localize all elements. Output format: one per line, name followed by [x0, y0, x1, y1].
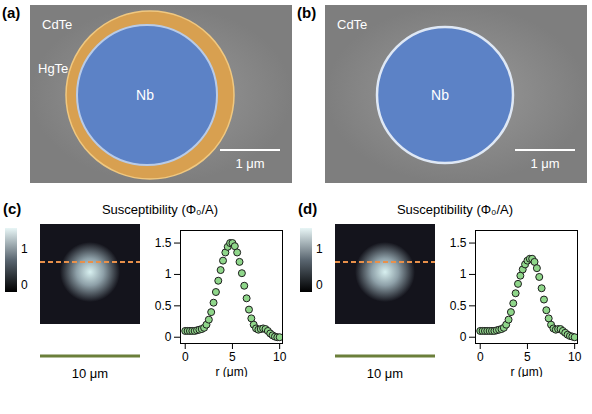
svg-text:10: 10 — [568, 350, 582, 364]
svg-text:10: 10 — [273, 350, 287, 364]
svg-text:CdTe: CdTe — [42, 17, 72, 32]
svg-text:5: 5 — [229, 350, 236, 364]
svg-text:1: 1 — [165, 267, 172, 281]
svg-text:10 μm: 10 μm — [367, 366, 403, 381]
svg-text:HgTe: HgTe — [38, 61, 68, 76]
svg-text:1.5: 1.5 — [450, 236, 467, 250]
svg-text:1 μm: 1 μm — [235, 156, 264, 171]
svg-text:0.5: 0.5 — [155, 299, 172, 313]
svg-text:1: 1 — [316, 242, 323, 256]
svg-text:10 μm: 10 μm — [72, 366, 108, 381]
svg-text:Susceptibility (Φ₀/A): Susceptibility (Φ₀/A) — [397, 202, 513, 217]
svg-text:(b): (b) — [297, 4, 316, 21]
svg-text:0: 0 — [460, 330, 467, 344]
svg-text:1: 1 — [460, 267, 467, 281]
svg-text:(c): (c) — [3, 200, 21, 217]
svg-text:1: 1 — [21, 242, 28, 256]
svg-text:0: 0 — [477, 350, 484, 364]
svg-text:0.5: 0.5 — [450, 299, 467, 313]
svg-text:0: 0 — [316, 278, 323, 292]
svg-text:0: 0 — [182, 350, 189, 364]
svg-text:(a): (a) — [2, 4, 20, 21]
svg-text:0: 0 — [21, 278, 28, 292]
svg-text:0: 0 — [165, 330, 172, 344]
svg-text:Susceptibility (Φ₀/A): Susceptibility (Φ₀/A) — [102, 202, 218, 217]
svg-text:Nb: Nb — [431, 87, 449, 103]
svg-text:Nb: Nb — [136, 87, 154, 103]
svg-text:r (μm): r (μm) — [215, 365, 247, 378]
svg-text:1.5: 1.5 — [155, 236, 172, 250]
svg-text:(d): (d) — [298, 200, 317, 217]
svg-text:1 μm: 1 μm — [530, 156, 559, 171]
svg-text:CdTe: CdTe — [337, 17, 367, 32]
svg-text:5: 5 — [524, 350, 531, 364]
svg-text:r (μm): r (μm) — [510, 365, 542, 378]
